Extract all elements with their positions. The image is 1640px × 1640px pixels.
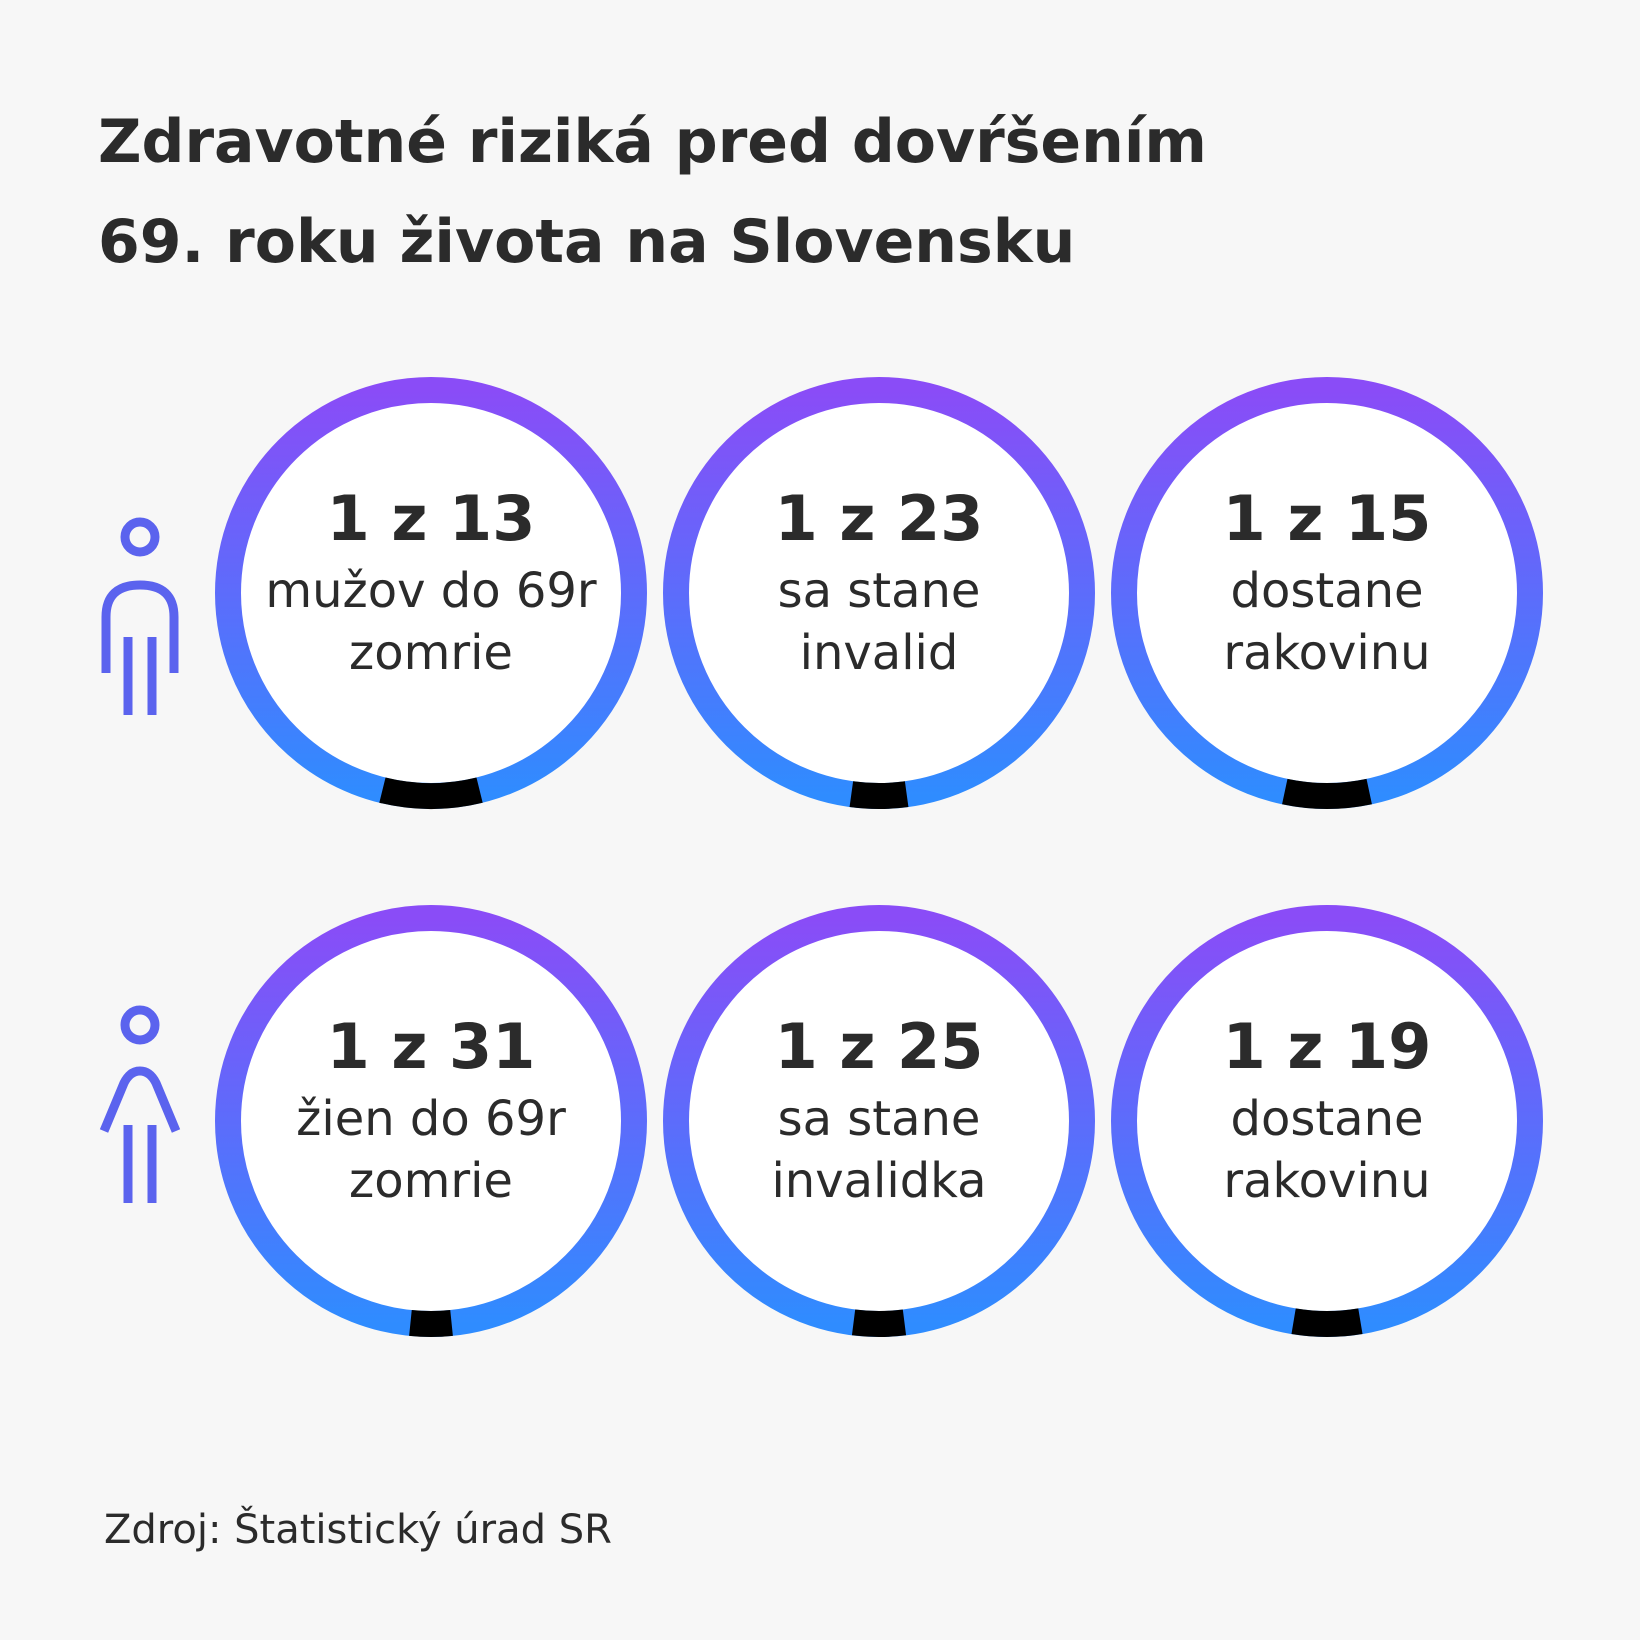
ring-gauge <box>1111 377 1543 809</box>
risk-circle-men-cancer: 1 z 15 dostane rakovinu <box>1109 375 1545 811</box>
risk-label-line-2: rakovinu <box>1223 1153 1431 1209</box>
risk-ratio: 1 z 19 <box>1222 1010 1432 1083</box>
risk-share-marker <box>1291 1308 1363 1337</box>
risk-label-line-1: dostane <box>1230 563 1424 619</box>
risk-label-line-2: zomrie <box>349 625 513 681</box>
source-note: Zdroj: Štatistický úrad SR <box>104 1507 612 1553</box>
risk-label-line-1: dostane <box>1230 1091 1424 1147</box>
risk-circle-men-death: 1 z 13 mužov do 69r zomrie <box>213 375 649 811</box>
page-title: Zdravotné riziká pred dovŕšením 69. roku… <box>98 92 1398 292</box>
ring-gauge <box>215 905 647 1337</box>
title-line-2: 69. roku života na Slovensku <box>98 207 1076 277</box>
risk-label-line-1: mužov do 69r <box>265 563 597 619</box>
risk-label-line-2: zomrie <box>349 1153 513 1209</box>
risk-share-marker <box>379 777 483 809</box>
risk-label-line-2: invalidka <box>771 1153 987 1209</box>
risk-label-line-2: invalid <box>799 625 959 681</box>
ring-gauge <box>1111 905 1543 1337</box>
man-icon <box>101 517 179 715</box>
risk-ratio: 1 z 23 <box>774 482 984 555</box>
risk-circle-men-disability: 1 z 23 sa stane invalid <box>661 375 1097 811</box>
row-men: 1 z 13 mužov do 69r zomrie 1 z 23 sa sta… <box>0 375 1640 815</box>
risk-share-marker <box>849 781 909 809</box>
risk-label-line-1: sa stane <box>777 1091 981 1147</box>
risk-label-line-1: žien do 69r <box>296 1091 566 1147</box>
woman-icon <box>99 1005 181 1203</box>
risk-circle-women-death: 1 z 31 žien do 69r zomrie <box>213 903 649 1339</box>
risk-ratio: 1 z 15 <box>1222 482 1432 555</box>
ring-gauge <box>215 377 647 809</box>
title-line-1: Zdravotné riziká pred dovŕšením <box>98 107 1207 177</box>
ring-gauge <box>663 905 1095 1337</box>
risk-circle-women-cancer: 1 z 19 dostane rakovinu <box>1109 903 1545 1339</box>
risk-share-marker <box>851 1309 907 1337</box>
risk-share-marker <box>409 1310 453 1337</box>
row-women: 1 z 31 žien do 69r zomrie 1 z 25 sa stan… <box>0 903 1640 1343</box>
risk-label-line-2: rakovinu <box>1223 625 1431 681</box>
risk-ratio: 1 z 31 <box>326 1010 536 1083</box>
risk-share-marker <box>1282 778 1372 809</box>
risk-circle-women-disability: 1 z 25 sa stane invalidka <box>661 903 1097 1339</box>
risk-ratio: 1 z 13 <box>326 482 536 555</box>
risk-ratio: 1 z 25 <box>774 1010 984 1083</box>
risk-label-line-1: sa stane <box>777 563 981 619</box>
ring-gauge <box>663 377 1095 809</box>
